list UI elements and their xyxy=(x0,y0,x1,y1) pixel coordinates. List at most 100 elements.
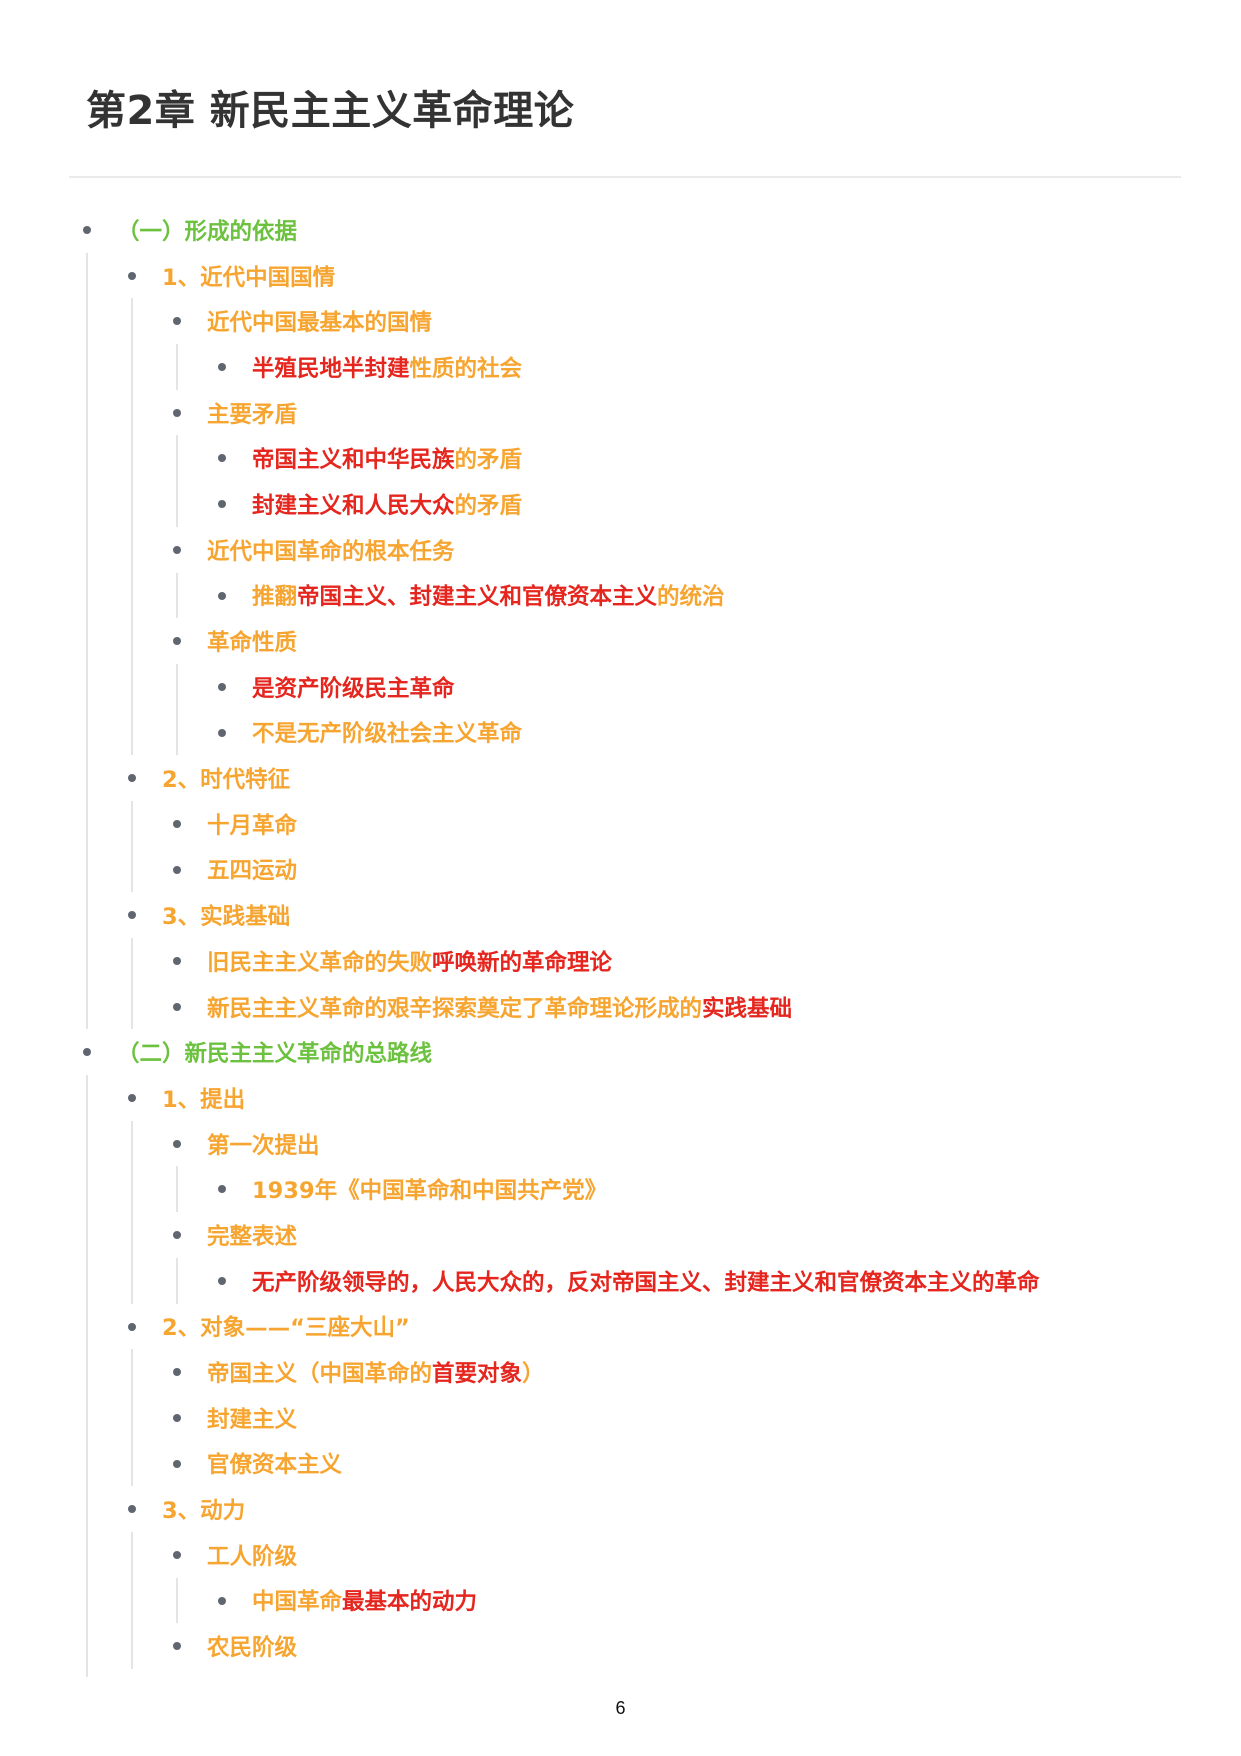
nested-list-guide: 近代中国最基本的国情 半殖民地半封建性质的社会 主要矛盾 帝国主义和中华民族的矛盾 封建… xyxy=(131,298,1040,756)
text-segment: 的矛盾 xyxy=(454,447,523,474)
outline-row: 2、对象——“三座大山” xyxy=(128,1304,1040,1350)
bullet-icon xyxy=(128,1094,136,1103)
nested-list-guide: 第一次提出 1939年《中国革命和中国共产党》完整表述无产阶级领导的，人民大众的，… xyxy=(131,1120,1040,1304)
outline-row: 不是无产阶级社会主义革命 xyxy=(218,710,1040,756)
outline-item-level-2: 2、时代特征十月革命五四运动 xyxy=(128,755,1040,893)
outline-item-level-3: 近代中国最基本的国情半殖民地半封建性质的社会 xyxy=(173,298,1040,390)
outline-text: 农民阶级 xyxy=(207,1630,297,1662)
outline-text: 不是无产阶级社会主义革命 xyxy=(252,716,522,748)
text-segment: 主要矛盾 xyxy=(207,401,298,428)
outline-row: 1、近代中国国情 xyxy=(128,253,1040,299)
outline-item-level-2: 2、对象——“三座大山” 帝国主义（中国革命的首要对象） 封建主义 官僚资本主义 xyxy=(128,1304,1040,1487)
bullet-icon xyxy=(218,591,226,600)
bullet-icon xyxy=(173,1550,181,1559)
outline-text: 帝国主义（中国革命的首要对象） xyxy=(207,1356,545,1388)
outline-text: （一）形成的依据 xyxy=(117,214,297,246)
outline-item-level-2: 3、实践基础 旧民主主义革命的失败呼唤新的革命理论 新民主主义革命的艰辛探索奠定了革… xyxy=(128,892,1040,1030)
bullet-icon xyxy=(218,1276,226,1285)
outline-text: 工人阶级 xyxy=(207,1539,297,1571)
nested-list-guide: 帝国主义（中国革命的首要对象） 封建主义 官僚资本主义 xyxy=(131,1349,1040,1487)
outline-row: 1939年《中国革命和中国共产党》 xyxy=(218,1166,1040,1212)
outline-text: 五四运动 xyxy=(207,853,297,885)
outline-row: 完整表述 xyxy=(173,1212,1040,1258)
outline-text: 1939年《中国革命和中国共产党》 xyxy=(252,1173,607,1205)
text-segment: 中国革命 xyxy=(252,1589,343,1616)
outline-item-level-3: 工人阶级中国革命最基本的动力 xyxy=(173,1532,1040,1624)
bullet-icon xyxy=(128,911,136,920)
text-segment: 3、动力 xyxy=(162,1498,246,1525)
outline-item-level-1: （二）新民主主义革命的总路线 1、提出第一次提出 1939年《中国革命和中国共产党》… xyxy=(83,1029,1040,1677)
text-segment: 1、提出 xyxy=(162,1086,246,1113)
text-segment: （一）形成的依据 xyxy=(117,218,298,245)
outline-item-level-2: 3、动力工人阶级中国革命最基本的动力农民阶级 xyxy=(128,1486,1040,1669)
text-segment: 五四运动 xyxy=(207,858,298,885)
bullet-icon xyxy=(173,1231,181,1240)
outline-item-level-3: 旧民主主义革命的失败呼唤新的革命理论 xyxy=(173,938,1040,984)
outline-item-level-3: 五四运动 xyxy=(173,847,1040,893)
outline-row: 农民阶级 xyxy=(173,1623,1040,1669)
outline-row: 旧民主主义革命的失败呼唤新的革命理论 xyxy=(173,938,1040,984)
outline-text: 十月革命 xyxy=(207,808,297,840)
highlighted-text: 封建主义和人民大众 xyxy=(252,492,455,519)
bullet-icon xyxy=(173,545,181,554)
bullet-icon xyxy=(173,1459,181,1468)
text-segment: 推翻 xyxy=(252,584,298,611)
outline-item-level-3: 近代中国革命的根本任务 推翻帝国主义、封建主义和官僚资本主义的统治 xyxy=(173,527,1040,619)
text-segment: 帝国主义（中国革命的 xyxy=(207,1361,433,1388)
nested-list-guide: 1、近代中国国情近代中国最基本的国情半殖民地半封建性质的社会主要矛盾帝国主义和中… xyxy=(86,252,1040,1030)
bullet-icon xyxy=(128,1505,136,1514)
text-segment: 近代中国最基本的国情 xyxy=(207,310,433,337)
outline-text: 帝国主义和中华民族的矛盾 xyxy=(252,442,522,474)
outline-row: 五四运动 xyxy=(173,847,1040,893)
nested-list-guide: 工人阶级中国革命最基本的动力农民阶级 xyxy=(131,1531,1040,1669)
page-title: 第2章 新民主主义革命理论 xyxy=(86,88,575,134)
outline-row: 1、提出 xyxy=(128,1075,1040,1121)
highlighted-text: 呼唤新的革命理论 xyxy=(432,949,613,976)
outline-row: 帝国主义（中国革命的首要对象） xyxy=(173,1349,1040,1395)
text-segment: 不是无产阶级社会主义革命 xyxy=(252,721,523,748)
nested-list-guide: 是资产阶级民主革命不是无产阶级社会主义革命 xyxy=(176,663,1040,756)
outline-row: 十月革命 xyxy=(173,801,1040,847)
bullet-icon xyxy=(173,637,181,646)
page-number: 6 xyxy=(615,1698,626,1718)
outline-item-level-4: 是资产阶级民主革命 xyxy=(218,664,1040,710)
text-segment: 2、时代特征 xyxy=(162,767,291,794)
outline-row: 官僚资本主义 xyxy=(173,1441,1040,1487)
outline-item-level-3: 官僚资本主义 xyxy=(173,1441,1040,1487)
nested-list-guide: 帝国主义和中华民族的矛盾 封建主义和人民大众的矛盾 xyxy=(176,435,1040,527)
outline-item-level-4: 推翻帝国主义、封建主义和官僚资本主义的统治 xyxy=(218,573,1040,619)
outline-row: （二）新民主主义革命的总路线 xyxy=(83,1029,1040,1075)
outline-item-level-4: 1939年《中国革命和中国共产党》 xyxy=(218,1166,1040,1212)
bullet-icon xyxy=(173,865,181,874)
text-segment: 性质的社会 xyxy=(409,355,523,382)
outline-item-level-2: 1、提出第一次提出 1939年《中国革命和中国共产党》完整表述无产阶级领导的，人民… xyxy=(128,1075,1040,1304)
title-divider xyxy=(69,176,1181,178)
outline-text: 封建主义和人民大众的矛盾 xyxy=(252,488,522,520)
highlighted-text: 半殖民地半封建 xyxy=(252,355,410,382)
text-segment: 1939年《中国革命和中国共产党》 xyxy=(252,1178,608,1205)
bullet-icon xyxy=(173,1002,181,1011)
outline-row: 无产阶级领导的，人民大众的，反对帝国主义、封建主义和官僚资本主义的革命 xyxy=(218,1258,1040,1304)
outline-text: 第一次提出 xyxy=(207,1128,320,1160)
nested-list-guide: 半殖民地半封建性质的社会 xyxy=(176,344,1040,390)
outline-text: 是资产阶级民主革命 xyxy=(252,671,455,703)
outline-text: 1、提出 xyxy=(162,1082,245,1114)
bullet-icon xyxy=(218,682,226,691)
text-segment: ） xyxy=(522,1361,545,1388)
outline-text: 主要矛盾 xyxy=(207,397,297,429)
highlighted-text: 无产阶级领导的，人民大众的，反对帝国主义、封建主义和官僚资本主义的革命 xyxy=(252,1269,1040,1296)
nested-list-guide: 中国革命最基本的动力 xyxy=(176,1577,1040,1624)
nested-list-guide: 推翻帝国主义、封建主义和官僚资本主义的统治 xyxy=(176,572,1040,619)
text-segment: 农民阶级 xyxy=(207,1635,298,1662)
outline-item-level-4: 封建主义和人民大众的矛盾 xyxy=(218,481,1040,527)
outline-text: 2、对象——“三座大山” xyxy=(162,1310,410,1342)
bullet-icon xyxy=(173,408,181,417)
text-segment: 工人阶级 xyxy=(207,1543,298,1570)
highlighted-text: 帝国主义、封建主义和官僚资本主义 xyxy=(297,584,658,611)
bullet-icon xyxy=(218,454,226,463)
outline-row: 2、时代特征 xyxy=(128,755,1040,801)
bullet-icon xyxy=(173,819,181,828)
outline-row: 革命性质 xyxy=(173,618,1040,664)
bullet-icon xyxy=(128,774,136,783)
bullet-icon xyxy=(173,317,181,326)
